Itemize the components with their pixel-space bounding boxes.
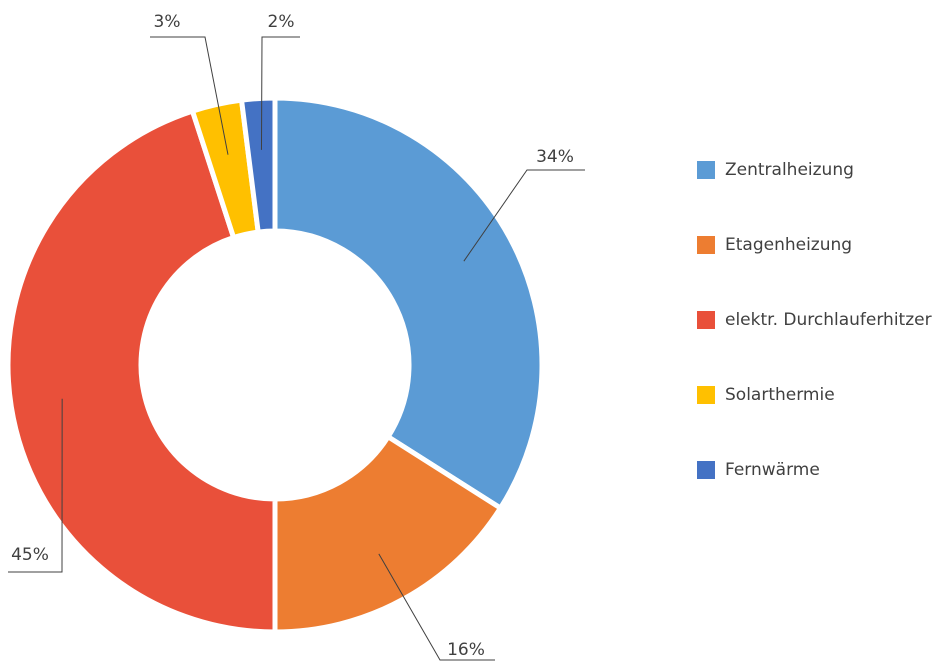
data-label: 2%: [268, 12, 295, 32]
legend-label: elektr. Durchlauferhitzer: [725, 310, 932, 330]
legend-label: Fernwärme: [725, 460, 820, 480]
legend-swatch: [697, 461, 715, 479]
leader-line: [378, 553, 495, 661]
data-label: 45%: [11, 545, 49, 565]
slice: [238, 95, 278, 235]
legend-label: Solarthermie: [725, 385, 835, 405]
legend-label: Etagenheizung: [725, 235, 852, 255]
slice: [272, 95, 545, 512]
legend-swatch: [697, 236, 715, 254]
legend-swatch: [697, 311, 715, 329]
slice: [5, 107, 278, 635]
leader-line: [150, 36, 229, 155]
data-label: 16%: [447, 640, 485, 660]
legend-label: Zentralheizung: [725, 160, 854, 180]
data-label: 3%: [154, 12, 181, 32]
leader-line: [8, 398, 63, 573]
leader-line: [260, 36, 300, 150]
legend-swatch: [697, 386, 715, 404]
slice: [272, 433, 504, 635]
leader-line: [463, 169, 585, 262]
legend-swatch: [697, 161, 715, 179]
data-label: 34%: [536, 147, 574, 167]
